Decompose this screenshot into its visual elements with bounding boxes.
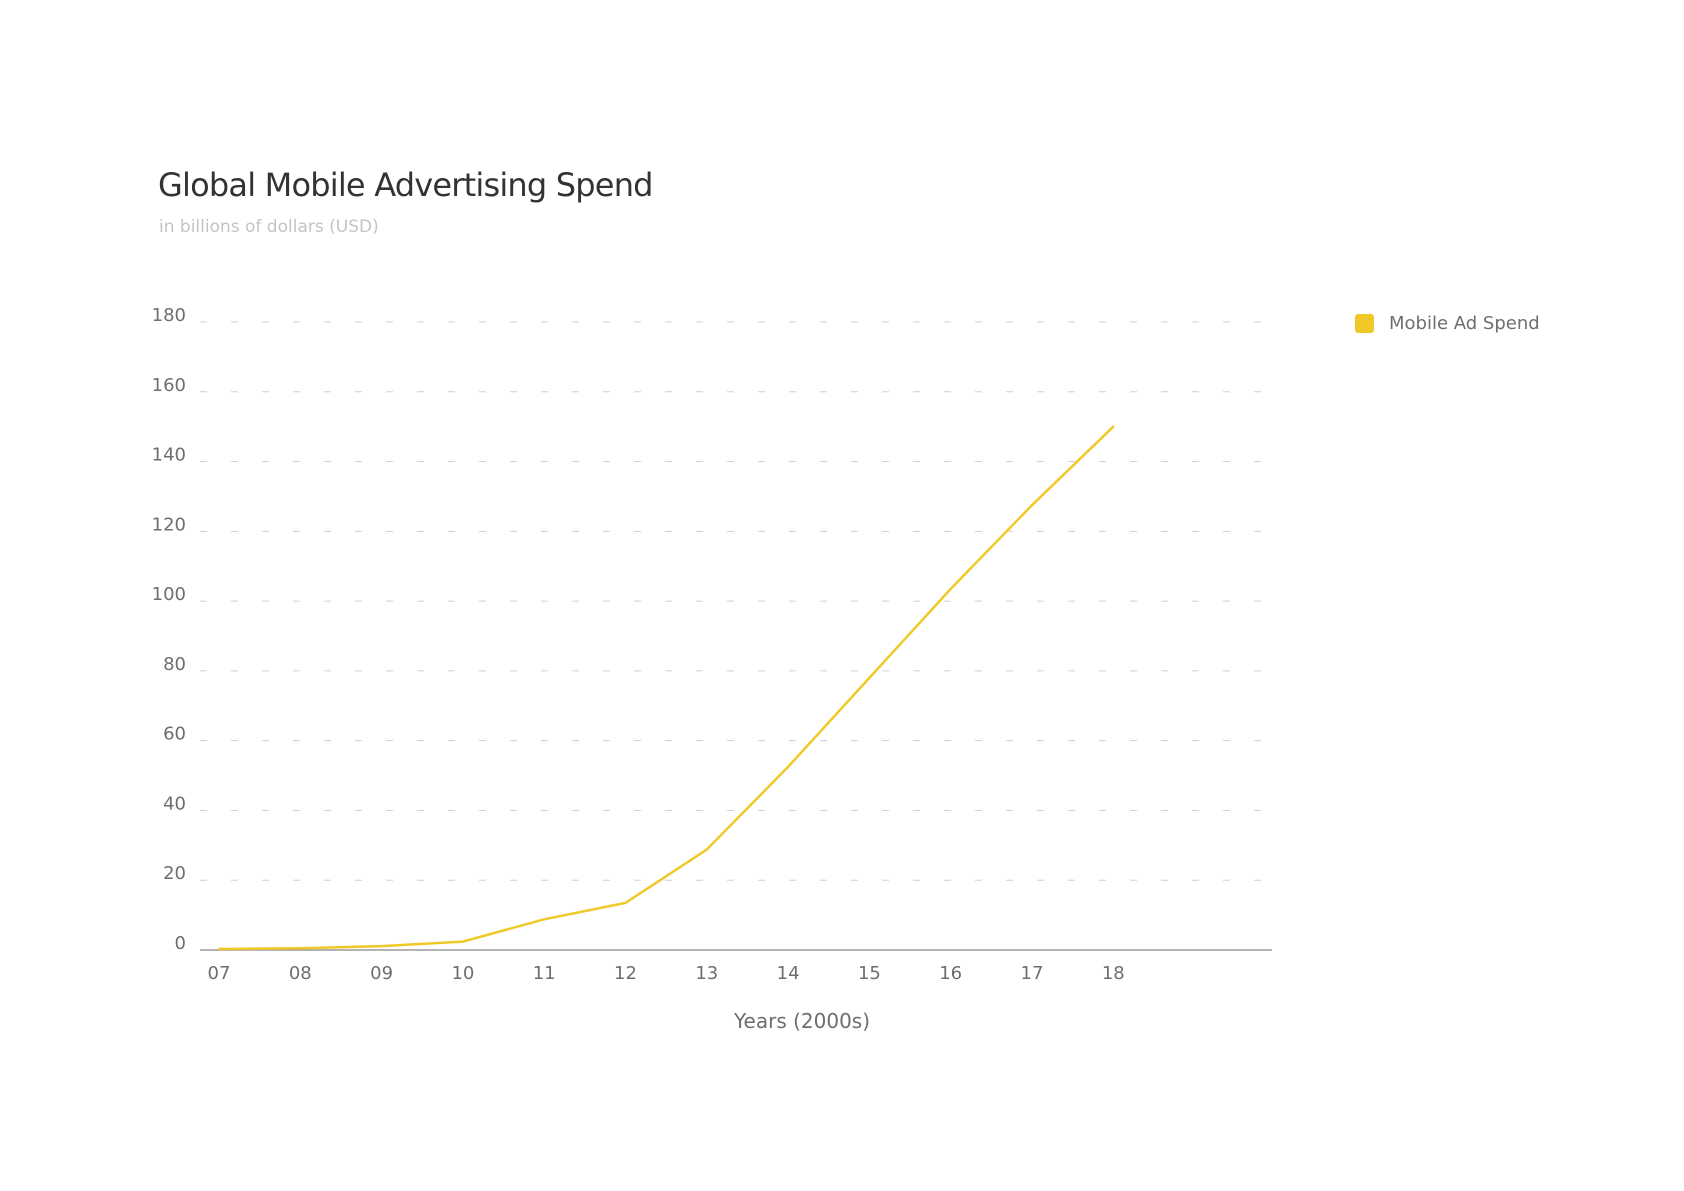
y-tick-label-20: 20 bbox=[163, 863, 186, 884]
x-tick-label-11: 11 bbox=[533, 963, 556, 984]
legend: Mobile Ad Spend bbox=[1355, 313, 1540, 334]
x-tick-label-16: 16 bbox=[939, 963, 962, 984]
x-axis-title: Years (2000s) bbox=[733, 1009, 870, 1033]
x-tick-label-10: 10 bbox=[451, 963, 474, 984]
y-tick-label-140: 140 bbox=[152, 445, 186, 466]
legend-swatch bbox=[1355, 314, 1374, 333]
x-tick-label-18: 18 bbox=[1102, 963, 1125, 984]
series-group bbox=[217, 425, 1115, 951]
x-tick-label-08: 08 bbox=[289, 963, 312, 984]
y-tick-label-160: 160 bbox=[152, 375, 186, 396]
chart-title: Global Mobile Advertising Spend bbox=[158, 166, 653, 204]
x-tick-label-17: 17 bbox=[1021, 963, 1044, 984]
x-tick-label-09: 09 bbox=[370, 963, 393, 984]
y-tick-label-180: 180 bbox=[152, 305, 186, 326]
x-tick-label-14: 14 bbox=[777, 963, 800, 984]
grid-lines bbox=[200, 321, 1272, 881]
y-tick-label-60: 60 bbox=[163, 724, 186, 745]
y-tick-label-100: 100 bbox=[152, 584, 186, 605]
series-line-0 bbox=[217, 425, 1115, 951]
y-tick-label-120: 120 bbox=[152, 514, 186, 535]
x-tick-label-12: 12 bbox=[614, 963, 637, 984]
y-tick-label-40: 40 bbox=[163, 793, 186, 814]
x-tick-label-07: 07 bbox=[208, 963, 231, 984]
y-tick-label-80: 80 bbox=[163, 654, 186, 675]
legend-label: Mobile Ad Spend bbox=[1389, 313, 1540, 334]
x-tick-label-15: 15 bbox=[858, 963, 881, 984]
x-tick-label-13: 13 bbox=[695, 963, 718, 984]
x-axis: 07 08 09 10 11 12 13 14 15 16 17 18 bbox=[200, 949, 1272, 984]
chart-subtitle: in billions of dollars (USD) bbox=[159, 217, 379, 237]
y-axis: 0 20 40 60 80 100 120 140 160 180 bbox=[152, 305, 186, 954]
y-tick-label-0: 0 bbox=[175, 933, 186, 954]
